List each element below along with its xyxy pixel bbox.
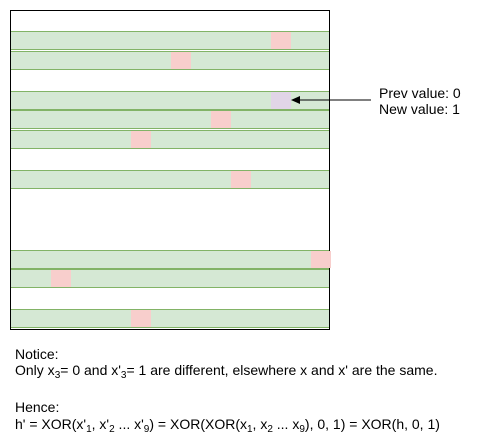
hence-subscript: 1 <box>246 424 253 435</box>
notice-subscript: 3 <box>120 370 127 381</box>
notice-text: = 0 and x' <box>60 362 121 378</box>
hence-text: , x' <box>91 416 110 432</box>
hence-text: h' = XOR(x' <box>15 416 87 432</box>
set-bit-cell <box>211 111 231 128</box>
bit-row <box>11 91 329 110</box>
set-bit-cell <box>311 251 331 268</box>
bit-row <box>11 110 329 129</box>
bit-row <box>11 269 329 288</box>
hence-subscript: 2 <box>267 424 273 435</box>
set-bit-cell <box>131 310 151 327</box>
hence-text: ) = XOR(XOR(x <box>149 416 247 432</box>
hence-subscript: 2 <box>109 424 115 435</box>
new-value-label: New value: 1 <box>379 101 460 117</box>
bit-row <box>11 170 329 189</box>
bit-row <box>11 250 331 269</box>
notice-subscript: 3 <box>54 370 61 381</box>
set-bit-cell <box>231 171 251 188</box>
notice-line: Only x3= 0 and x'3= 1 are different, els… <box>15 362 438 381</box>
notice-title: Notice: <box>15 346 59 362</box>
hence-line: h' = XOR(x'1, x'2 ... x'9) = XOR(XOR(x1,… <box>15 416 440 435</box>
hence-subscript: 1 <box>86 424 92 435</box>
set-bit-cell <box>171 52 191 69</box>
bit-row <box>11 51 329 70</box>
notice-text: Only x <box>15 362 55 378</box>
hence-text: ... x' <box>114 416 144 432</box>
bit-row <box>11 130 329 149</box>
hence-title: Hence: <box>15 399 60 415</box>
set-bit-cell <box>271 32 291 49</box>
bit-grid <box>10 10 331 330</box>
set-bit-cell <box>131 131 151 148</box>
changed-bit-cell <box>271 92 291 109</box>
hence-text: , x <box>252 416 268 432</box>
hence-text: ... x <box>272 416 300 432</box>
set-bit-cell <box>51 270 71 287</box>
bit-row <box>11 31 329 50</box>
hence-text: ), 0, 1) = XOR(h, 0, 1) <box>304 416 440 432</box>
prev-value-label: Prev value: 0 <box>379 85 461 101</box>
hence-subscript: 9 <box>143 424 150 435</box>
notice-text: = 1 are different, elsewhere x and x' ar… <box>126 362 438 378</box>
hence-subscript: 9 <box>299 424 305 435</box>
bit-row <box>11 309 329 328</box>
